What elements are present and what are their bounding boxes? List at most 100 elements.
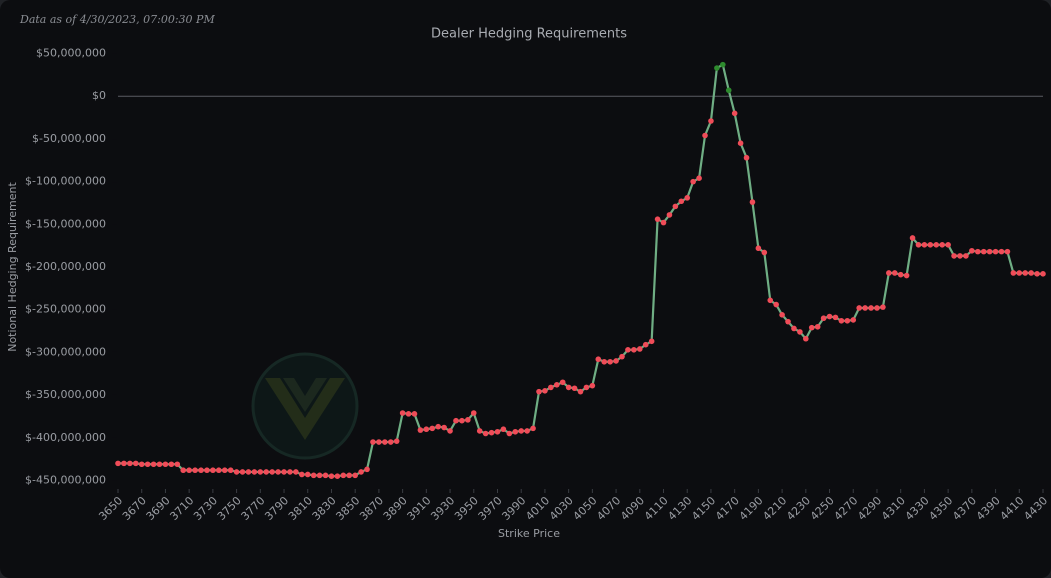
data-point (678, 198, 685, 205)
data-point (447, 428, 453, 434)
data-point (642, 341, 649, 348)
data-point (607, 358, 613, 365)
y-tick-label: $-250,000,000 (25, 303, 106, 316)
data-point (204, 467, 210, 474)
y-tick-label: $-350,000,000 (25, 388, 106, 401)
data-point (844, 317, 851, 324)
y-tick-label: $0 (92, 89, 106, 102)
data-point (939, 242, 945, 248)
data-point (251, 469, 258, 475)
data-point (803, 335, 809, 342)
data-point (364, 466, 370, 473)
y-axis-label: Notional Hedging Requirement (6, 182, 19, 352)
data-point (613, 358, 619, 364)
data-point (210, 467, 216, 474)
data-point (998, 248, 1005, 255)
data-point (221, 467, 228, 474)
data-point (571, 385, 578, 392)
data-point (927, 242, 934, 248)
data-point (583, 384, 590, 391)
data-point (915, 242, 922, 248)
data-point (577, 388, 584, 395)
data-point (162, 461, 169, 468)
data-point (524, 428, 530, 434)
data-point (180, 467, 187, 474)
data-point (233, 469, 240, 475)
data-point (399, 410, 406, 416)
data-point (903, 272, 910, 279)
data-point (150, 461, 157, 468)
data-point (708, 118, 714, 124)
data-point (352, 472, 358, 479)
data-point (921, 242, 928, 248)
data-point (393, 438, 400, 444)
data-point (945, 242, 951, 248)
data-point (370, 439, 376, 445)
data-point (963, 253, 969, 259)
data-point (168, 461, 175, 468)
data-point (808, 324, 815, 331)
data-point (299, 471, 305, 478)
data-point (850, 317, 857, 323)
data-point (553, 382, 560, 388)
data-point (405, 411, 412, 417)
data-point (951, 253, 957, 259)
chart-title: Dealer Hedging Requirements (431, 27, 627, 42)
data-point (654, 216, 661, 222)
data-point (957, 253, 963, 259)
data-point (868, 305, 874, 311)
data-point (115, 460, 121, 467)
y-tick-label: $50,000,000 (36, 47, 106, 60)
data-point (832, 314, 839, 321)
data-point (755, 245, 762, 252)
data-point (992, 248, 999, 255)
data-point (897, 271, 904, 278)
data-point (506, 430, 513, 437)
data-point (144, 461, 151, 468)
data-point (239, 469, 246, 475)
data-point (660, 219, 667, 226)
data-point (779, 312, 785, 318)
data-point (121, 460, 127, 467)
data-point (666, 212, 673, 218)
data-point (429, 425, 436, 432)
data-point (595, 356, 602, 363)
data-point (684, 195, 691, 201)
data-point (731, 110, 738, 117)
data-point (340, 472, 347, 479)
data-point (743, 154, 750, 161)
data-point (382, 439, 388, 445)
data-point (263, 469, 270, 475)
data-point (192, 467, 198, 474)
y-tick-label: $-50,000,000 (32, 132, 106, 145)
data-point (482, 430, 489, 437)
data-point (761, 249, 768, 256)
data-point (702, 132, 708, 139)
data-point (886, 270, 892, 276)
y-tick-label: $-400,000,000 (25, 431, 106, 444)
data-point (530, 425, 536, 432)
data-point (257, 469, 264, 475)
data-point (1004, 248, 1011, 255)
data-point (826, 313, 833, 320)
data-point (559, 379, 566, 386)
data-point (227, 467, 234, 474)
data-point (714, 65, 720, 71)
data-point (334, 473, 341, 479)
data-point (625, 347, 631, 353)
data-point (969, 247, 975, 254)
data-point (494, 428, 501, 435)
y-tick-label: $-450,000,000 (25, 473, 106, 486)
data-point (856, 305, 862, 311)
data-point (293, 469, 299, 475)
data-point (773, 301, 779, 308)
data-point (880, 304, 886, 310)
data-point (304, 471, 311, 478)
data-point (737, 140, 744, 146)
data-point (435, 423, 441, 430)
data-point (767, 297, 774, 304)
data-point (245, 469, 252, 475)
data-point (1034, 271, 1040, 277)
data-point (874, 305, 880, 311)
data-point (565, 384, 572, 391)
